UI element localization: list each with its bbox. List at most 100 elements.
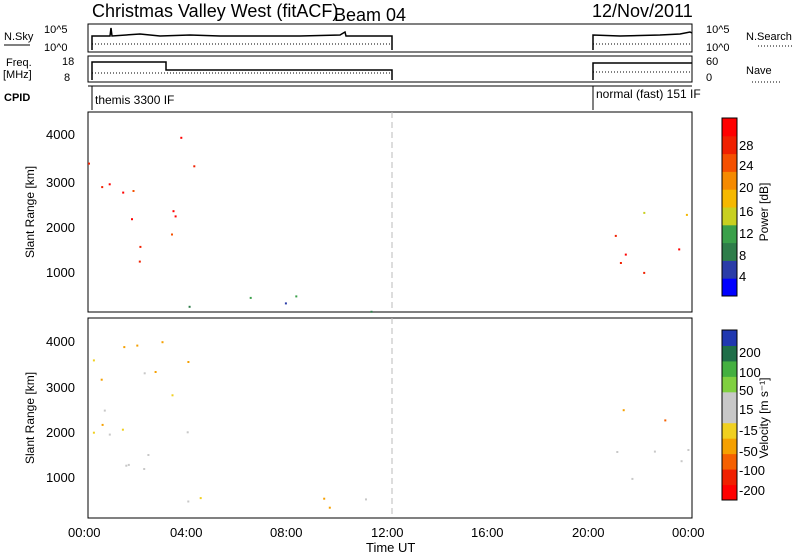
power-colorbar-frame	[721, 117, 738, 297]
colorbar-swatch	[722, 453, 737, 470]
heatmap-cell	[143, 468, 146, 470]
freq-tick-low: 8	[64, 72, 70, 84]
heatmap-cell	[365, 498, 367, 501]
colorbar-swatch	[722, 407, 737, 424]
heatmap-cell	[139, 245, 142, 248]
heatmap-cell	[171, 233, 173, 236]
colorbar-swatch	[722, 171, 737, 190]
velocity-ytick-3000: 3000	[46, 380, 75, 395]
cpid-row: CPID themis 3300 IF normal (fast) 151 IF	[4, 85, 701, 110]
nsky-tick-low: 10^0	[44, 42, 68, 54]
heatmap-cell	[687, 449, 690, 451]
velocity-cbar-tick-n100: -100	[739, 463, 765, 478]
velocity-cbar-tick-n50: -50	[739, 444, 758, 459]
colorbar-swatch	[722, 189, 737, 208]
date-label: 12/Nov/2011	[592, 1, 693, 21]
heatmap-cell	[187, 500, 190, 503]
heatmap-cell	[664, 419, 667, 422]
colorbar-swatch	[722, 345, 737, 362]
heatmap-cell	[127, 463, 130, 466]
xtick-0000: 00:00	[68, 525, 101, 540]
velocity-cbar-label: Velocity [m s⁻¹]	[757, 377, 771, 458]
heatmap-cell	[132, 190, 135, 192]
xtick-2000: 20:00	[572, 525, 605, 540]
heatmap-cell	[92, 359, 95, 362]
heatmap-cell	[643, 211, 646, 214]
x-axis-label: Time UT	[366, 540, 415, 554]
heatmap-cell	[622, 409, 625, 412]
heatmap-cell	[370, 310, 373, 313]
velocity-colorbar	[722, 330, 737, 501]
power-colorbar	[722, 118, 737, 297]
heatmap-cell	[323, 497, 326, 500]
power-panel: 4000 3000 2000 1000 Slant Range [km] 28 …	[23, 111, 771, 313]
heatmap-cell	[295, 295, 298, 298]
power-cbar-tick-12: 12	[739, 226, 753, 241]
colorbar-swatch	[722, 118, 737, 137]
power-ytick-2000: 2000	[46, 220, 75, 235]
colorbar-swatch	[722, 469, 737, 486]
heatmap-cell	[154, 371, 157, 373]
power-cbar-tick-4: 4	[739, 269, 746, 284]
colorbar-swatch	[722, 360, 737, 377]
freq-tick-high: 18	[62, 56, 74, 68]
heatmap-cell	[188, 305, 191, 308]
power-ytick-3000: 3000	[46, 175, 75, 190]
colorbar-swatch	[722, 484, 737, 501]
freq-unit-label: [MHz]	[3, 69, 32, 81]
heatmap-cell	[643, 271, 646, 274]
heatmap-cell	[125, 464, 128, 467]
heatmap-cell	[136, 344, 139, 347]
freq-panel: Freq. [MHz] 18 8 60 0 Nave	[3, 55, 780, 84]
nsky-tick-high: 10^5	[44, 24, 68, 36]
figure-title: Christmas Valley West (fitACF)	[92, 1, 338, 21]
xtick-1600: 16:00	[471, 525, 504, 540]
beam-label: Beam 04	[334, 5, 406, 25]
heatmap-cell	[138, 260, 141, 263]
heatmap-cell	[616, 451, 619, 453]
power-ytick-1000: 1000	[46, 265, 75, 280]
velocity-colorbar-frame	[721, 329, 738, 501]
freq-line-2	[592, 62, 692, 80]
velocity-frame	[87, 317, 693, 519]
heatmap-cell	[685, 213, 688, 216]
nsky-label: N.Sky	[4, 31, 34, 43]
heatmap-cell	[328, 506, 331, 509]
power-cbar-tick-24: 24	[739, 158, 753, 173]
freq-label: Freq.	[6, 57, 32, 69]
colorbar-swatch	[722, 422, 737, 439]
colorbar-swatch	[722, 438, 737, 455]
power-cbar-tick-20: 20	[739, 180, 753, 195]
heatmap-cell	[624, 253, 627, 256]
nsearch-tick-low: 10^0	[706, 42, 730, 54]
velocity-ytick-1000: 1000	[46, 470, 75, 485]
velocity-cbar-tick-200: 200	[739, 345, 761, 360]
velocity-panel: 4000 3000 2000 1000 Slant Range [km] 200…	[23, 317, 771, 519]
velocity-ytick-4000: 4000	[46, 334, 75, 349]
nsky-line	[91, 27, 393, 50]
heatmap-cell	[180, 136, 183, 139]
cpid-mode1: themis 3300 IF	[95, 93, 174, 107]
heatmap-cell	[131, 218, 133, 221]
colorbar-swatch	[722, 376, 737, 393]
heatmap-cell	[147, 454, 150, 456]
heatmap-cell	[249, 296, 252, 299]
heatmap-cell	[101, 423, 104, 426]
heatmap-cell	[653, 450, 656, 453]
nave-tick-low: 0	[706, 72, 712, 84]
colorbar-swatch	[722, 260, 737, 279]
power-cbar-label: Power [dB]	[757, 183, 771, 242]
freq-line	[91, 61, 393, 80]
colorbar-swatch	[722, 224, 737, 244]
velocity-ytick-2000: 2000	[46, 425, 75, 440]
xtick-0800: 08:00	[270, 525, 303, 540]
colorbar-swatch	[722, 207, 737, 226]
heatmap-cell	[614, 234, 617, 237]
heatmap-cell	[92, 431, 95, 434]
velocity-ylabel: Slant Range [km]	[23, 372, 37, 464]
heatmap-cell	[161, 341, 164, 344]
xtick-0400: 04:00	[170, 525, 203, 540]
nsky-line-2	[592, 31, 693, 50]
cpid-mode2: normal (fast) 151 IF	[596, 87, 701, 101]
